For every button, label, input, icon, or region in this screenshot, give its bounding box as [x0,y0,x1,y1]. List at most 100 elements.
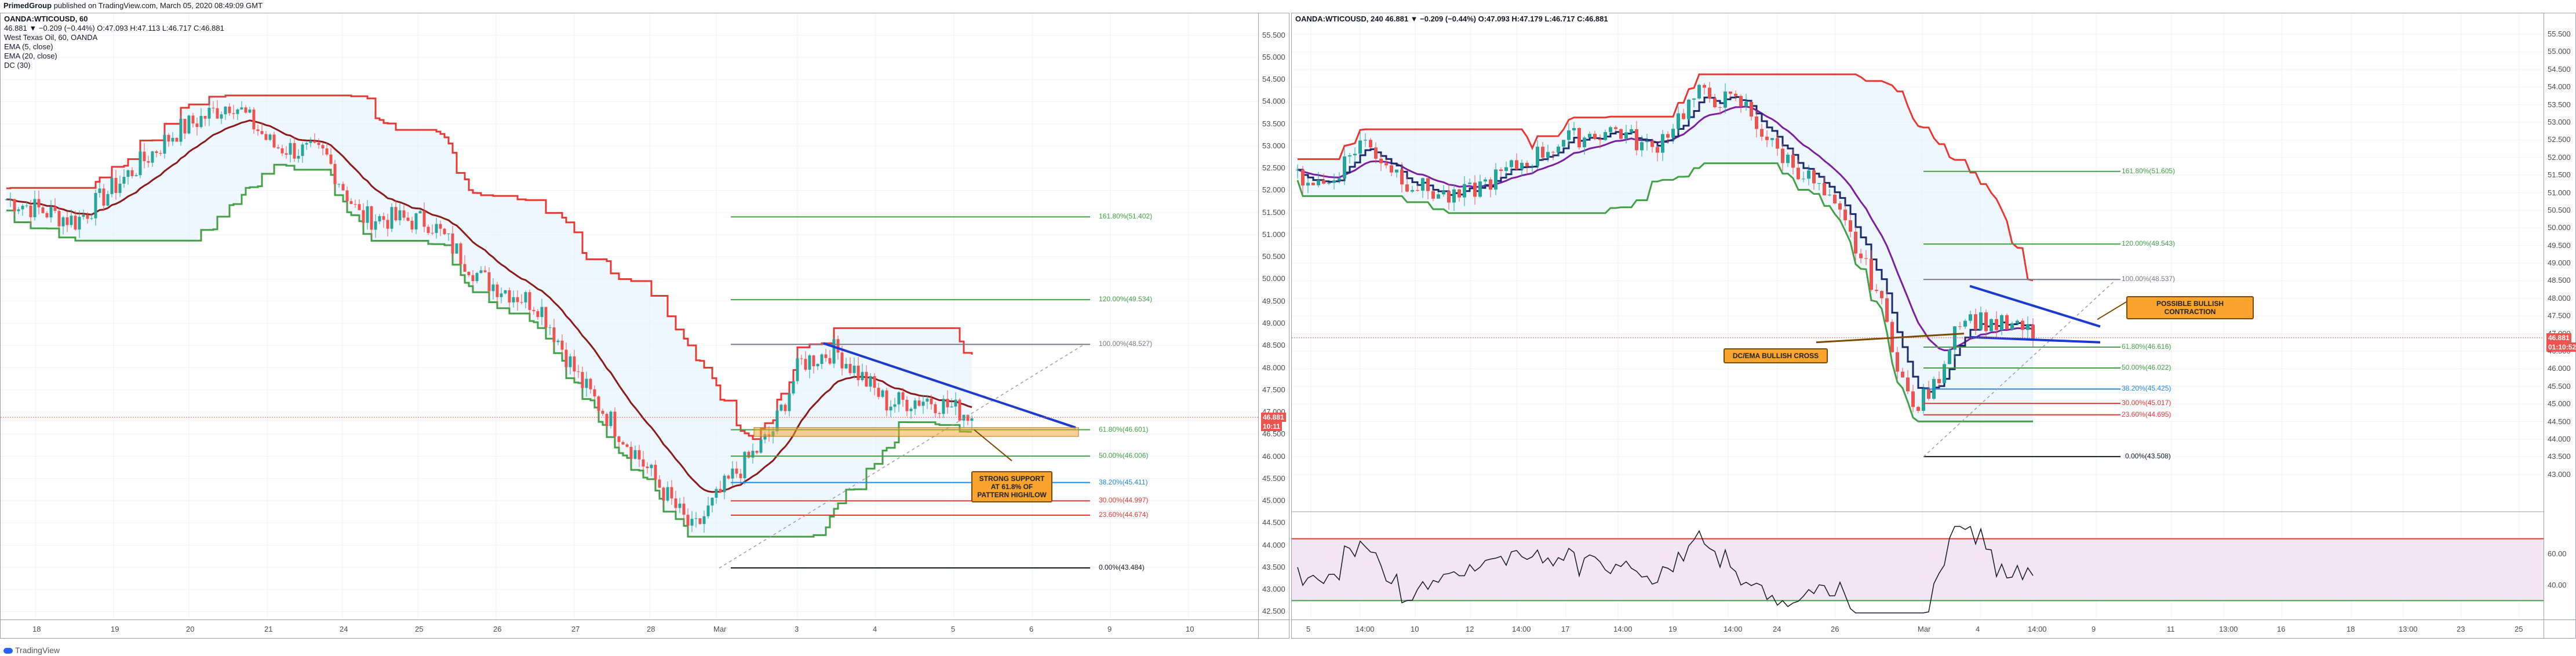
time-tick-label: 26 [493,625,502,633]
candle-body [1484,179,1487,182]
time-axis-left[interactable]: 18 19 20 21 24 25 26 27 28 Mar 3 4 5 6 9 10 [1,619,1290,639]
chart-panel-left[interactable]: OANDA:WTICOUSD, 60 46.881 ▼ −0.209 (−0.4… [0,13,1291,639]
price-tick-label: 43.000 [2548,469,2571,479]
price-axis-left[interactable]: 55.500 55.000 54.500 54.000 53.500 53.000 52.5… [1258,13,1291,638]
chart-panel-right[interactable]: OANDA:WTICOUSD, 240 46.881 ▼ −0.209 (−0.… [1291,13,2576,639]
price-axis-right[interactable]: 55.500 55.000 54.500 54.000 53.500 53.000 52.5… [2544,13,2576,638]
candle-body [662,487,665,501]
price-tick-label: 47.500 [1262,385,1285,394]
candle-body [1776,138,1779,149]
candle-body [1781,148,1784,163]
candle-body [297,156,300,159]
candle-body [556,340,560,342]
candle-body [1567,130,1571,140]
candle-body [629,447,633,459]
candle-body [1901,371,1904,378]
candle-body [1619,129,1623,139]
fib-level-label: 61.80%(46.601) [1099,425,1149,433]
candle-body [471,275,475,282]
candle-body [1525,162,1529,166]
time-tick-label: 9 [2092,625,2096,633]
candle-body [155,151,158,154]
price-plot-left[interactable] [1,13,1258,619]
candle-body [1916,407,1920,411]
candle-body [958,399,961,421]
ema20-line [6,119,972,493]
candle-body [1301,169,1305,186]
candle-body [1677,113,1680,129]
candle-body [1624,132,1628,139]
price-tick-label: 48.500 [2548,276,2571,285]
bullish-contraction-callout[interactable]: POSSIBLE BULLISH CONTRACTION [2126,296,2254,319]
indicator-dc[interactable]: DC (30) [4,61,31,70]
candle-body [682,504,686,515]
footer-brand[interactable]: TradingView [3,646,60,655]
candle-body [256,129,260,132]
candle-body [804,359,807,370]
candle-body [1937,379,1941,384]
fib-level-label: 38.20%(45.425) [2122,384,2171,393]
candle-body [759,439,763,453]
candle-body [1421,178,1424,191]
bullish-cross-callout[interactable]: DC/EMA BULLISH CROSS [1724,348,1828,363]
price-tick-label: 51.000 [2548,188,2571,197]
candle-body [1369,140,1372,148]
candle-body [366,206,369,223]
candle-body [1494,169,1497,190]
candle-body [1875,290,1878,291]
price-tick-label: 45.500 [1262,473,1285,483]
donchian-upper-line [1298,73,2034,282]
candle-body [1411,189,1414,192]
candle-body [418,211,422,214]
price-plot-right[interactable] [1292,13,2544,619]
candle-body [686,515,690,526]
candle-body [463,264,467,272]
candle-body [869,376,872,387]
candle-body [593,389,596,397]
fib-level-label: 100.00%(48.527) [1099,340,1153,348]
candle-body [706,505,710,516]
candle-body [654,464,657,480]
price-tick-label: 46.000 [1262,451,1285,461]
candle-body [191,115,195,124]
candle-body [743,451,746,479]
candle-body [1734,93,1737,96]
candle-body [1593,133,1597,139]
candle-body [1880,291,1883,298]
candle-body [1546,152,1550,158]
candle-body [581,371,584,388]
candle-body [110,178,114,194]
price-tick-label: 44.000 [2548,434,2571,443]
candle-body [53,206,57,211]
candle-body [763,434,767,440]
candle-body [1995,319,1998,330]
candle-body [820,354,824,365]
indicator-ema5[interactable]: EMA (5, close) [4,42,53,51]
time-tick-label: 28 [647,625,655,633]
time-tick-label: 5 [1306,625,1311,633]
candle-body [17,209,20,212]
candle-body [427,227,430,233]
candle-body [784,404,787,411]
donchian-lower-line [1296,162,2033,422]
price-tick-label: 46.000 [2548,364,2571,373]
candle-body [954,399,957,407]
candle-body [1645,141,1649,143]
support-callout[interactable]: STRONG SUPPORT AT 61.8% OF PATTERN HIGH/… [971,471,1052,502]
candle-body [1786,154,1790,163]
author-name: PrimedGroup [3,1,52,10]
candle-body [187,115,191,134]
fib-level-label: 0.00%(43.484) [1099,563,1145,572]
candle-body [901,392,905,400]
candle-body [195,123,199,127]
candle-body [183,119,187,134]
candle-body [2000,315,2003,330]
candle-body [934,404,937,413]
candle-body [573,356,576,371]
indicator-ema20[interactable]: EMA (20, close) [4,52,57,60]
time-axis-right[interactable]: 5 14:00 10 12 14:00 17 14:00 19 14:00 24 26 Mar 4 14:… [1292,619,2576,639]
candle-body [228,106,231,114]
candle-body [1729,91,1732,94]
time-tick-label: 10 [1411,625,1419,633]
candle-body [167,134,170,142]
